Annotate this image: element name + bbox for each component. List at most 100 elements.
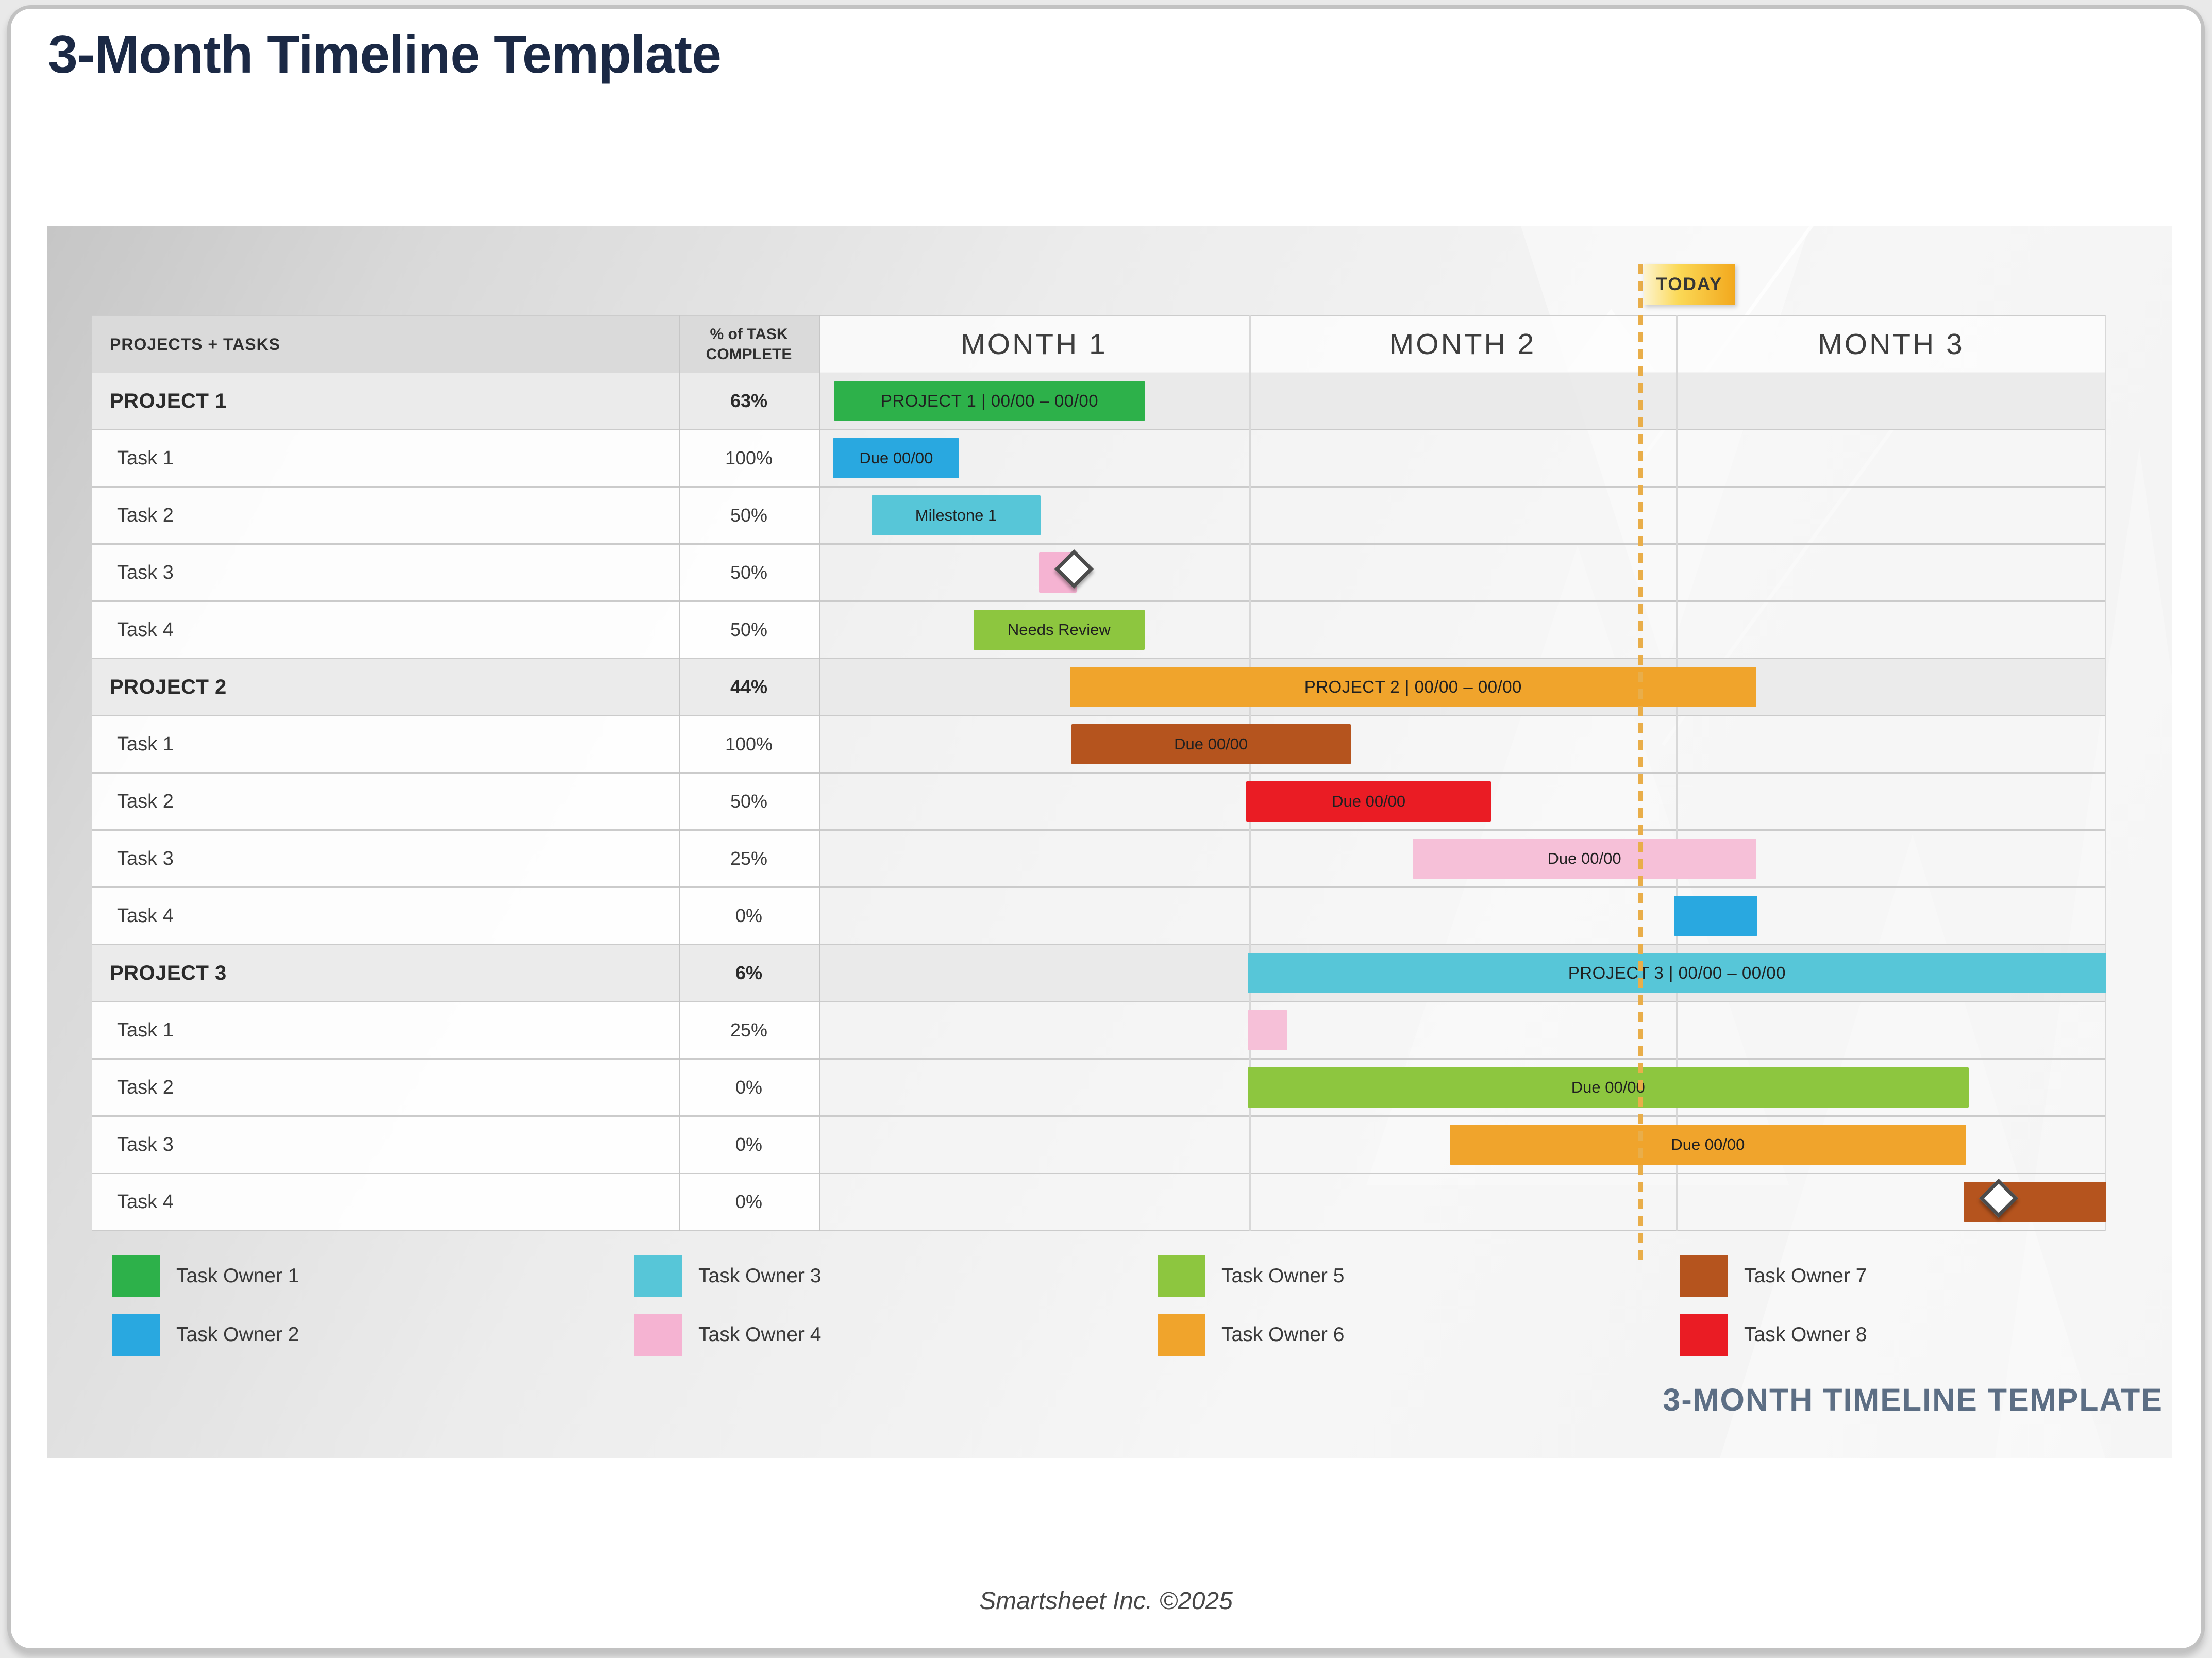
gantt-panel: PROJECTS + TASKS % of TASK COMPLETE MONT… xyxy=(47,226,2172,1458)
row-pct-complete: 50% xyxy=(679,774,819,829)
legend-label: Task Owner 4 xyxy=(698,1324,822,1346)
table-row: Task 2 50% Due 00/00 xyxy=(92,774,2106,831)
legend-label: Task Owner 5 xyxy=(1221,1265,1345,1287)
month1-month2-divider xyxy=(1249,315,1251,1231)
row-chart-area: Milestone 1 xyxy=(819,488,2106,543)
header-projects-tasks: PROJECTS + TASKS xyxy=(92,316,679,373)
table-row: Task 2 50% Milestone 1 xyxy=(92,488,2106,545)
bar-label: Due 00/00 xyxy=(1174,735,1248,753)
header-pct-complete: % of TASK COMPLETE xyxy=(679,316,819,373)
column-divider-tasks-pct xyxy=(679,315,680,1231)
bar-label: PROJECT 1 | 00/00 – 00/00 xyxy=(880,391,1099,410)
table-row: Task 2 0% Due 00/00 xyxy=(92,1060,2106,1117)
column-divider-pct-chart xyxy=(819,315,820,1231)
table-row: Task 1 25% xyxy=(92,1002,2106,1060)
gantt-bar: Due 00/00 xyxy=(1450,1125,1966,1165)
gantt-bar: Due 00/00 xyxy=(1246,781,1491,822)
bar-label: Due 00/00 xyxy=(859,449,933,467)
row-chart-area xyxy=(819,545,2106,600)
gantt-bar: Due 00/00 xyxy=(1071,724,1351,764)
gantt-bar: PROJECT 1 | 00/00 – 00/00 xyxy=(834,381,1145,421)
today-dashed-line xyxy=(1638,264,1643,1266)
gantt-bar: PROJECT 3 | 00/00 – 00/00 xyxy=(1247,953,2106,993)
row-task-name: Task 2 xyxy=(92,488,679,543)
row-pct-complete: 63% xyxy=(679,373,819,429)
bar-label: PROJECT 3 | 00/00 – 00/00 xyxy=(1568,963,1786,982)
row-chart-area xyxy=(819,1174,2106,1230)
legend-color-swatch xyxy=(1158,1255,1205,1297)
legend-color-swatch xyxy=(634,1314,682,1356)
row-pct-complete: 100% xyxy=(679,430,819,486)
gantt-bar: Due 00/00 xyxy=(833,438,960,478)
row-pct-complete: 0% xyxy=(679,1117,819,1173)
row-chart-area: Due 00/00 xyxy=(819,1117,2106,1173)
today-badge: TODAY xyxy=(1644,264,1735,305)
watermark-title: 3-MONTH TIMELINE TEMPLATE xyxy=(1663,1382,2163,1417)
legend-color-swatch xyxy=(1680,1255,1728,1297)
legend-label: Task Owner 7 xyxy=(1744,1265,1867,1287)
table-row: Task 1 100% Due 00/00 xyxy=(92,430,2106,488)
row-task-name: Task 1 xyxy=(92,1002,679,1058)
table-row: PROJECT 1 63% PROJECT 1 | 00/00 – 00/00 xyxy=(92,373,2106,430)
table-right-border xyxy=(2105,315,2106,1231)
month2-month3-divider xyxy=(1676,315,1678,1231)
template-card: 3-Month Timeline Template PROJECTS + TAS… xyxy=(7,5,2205,1652)
table-row: Task 4 50% Needs Review xyxy=(92,602,2106,659)
table-row: PROJECT 3 6% PROJECT 3 | 00/00 – 00/00 xyxy=(92,945,2106,1002)
page-title: 3-Month Timeline Template xyxy=(48,25,722,85)
legend-color-swatch xyxy=(1158,1314,1205,1356)
bar-label: Milestone 1 xyxy=(915,506,997,524)
row-task-name: PROJECT 1 xyxy=(92,373,679,429)
row-task-name: Task 4 xyxy=(92,1174,679,1230)
table-row: Task 4 0% xyxy=(92,888,2106,945)
row-pct-complete: 50% xyxy=(679,545,819,600)
gantt-bar: Due 00/00 xyxy=(1412,839,1756,879)
row-pct-complete: 50% xyxy=(679,488,819,543)
row-task-name: Task 2 xyxy=(92,1060,679,1115)
gantt-bar: Needs Review xyxy=(973,610,1145,650)
header-pct-line2: COMPLETE xyxy=(706,346,792,363)
row-task-name: Task 2 xyxy=(92,774,679,829)
table-row: Task 3 25% Due 00/00 xyxy=(92,831,2106,888)
gantt-bar: Due 00/00 xyxy=(1247,1067,1969,1108)
timeline-table: PROJECTS + TASKS % of TASK COMPLETE MONT… xyxy=(92,315,2106,1231)
legend-label: Task Owner 6 xyxy=(1221,1324,1345,1346)
row-chart-area: Due 00/00 xyxy=(819,716,2106,772)
row-pct-complete: 25% xyxy=(679,831,819,886)
gantt-bar xyxy=(1247,1010,1288,1050)
legend-label: Task Owner 3 xyxy=(698,1265,822,1287)
row-chart-area: Needs Review xyxy=(819,602,2106,658)
table-body: PROJECT 1 63% PROJECT 1 | 00/00 – 00/00 Tas… xyxy=(92,373,2106,1231)
row-task-name: Task 3 xyxy=(92,1117,679,1173)
row-chart-area: Due 00/00 xyxy=(819,430,2106,486)
bar-label: Due 00/00 xyxy=(1332,792,1406,810)
footer-copyright: Smartsheet Inc. ©2025 xyxy=(979,1587,1233,1615)
row-task-name: Task 4 xyxy=(92,888,679,944)
bar-label: Due 00/00 xyxy=(1571,1078,1645,1096)
row-task-name: Task 3 xyxy=(92,831,679,886)
table-row: Task 1 100% Due 00/00 xyxy=(92,716,2106,774)
bar-label: PROJECT 2 | 00/00 – 00/00 xyxy=(1304,677,1522,696)
row-pct-complete: 0% xyxy=(679,888,819,944)
row-chart-area: PROJECT 1 | 00/00 – 00/00 xyxy=(819,373,2106,429)
row-chart-area xyxy=(819,888,2106,944)
legend-color-swatch xyxy=(112,1255,160,1297)
row-chart-area: PROJECT 3 | 00/00 – 00/00 xyxy=(819,945,2106,1001)
table-row: Task 3 50% xyxy=(92,545,2106,602)
legend-label: Task Owner 1 xyxy=(176,1265,299,1287)
legend-label: Task Owner 2 xyxy=(176,1324,299,1346)
row-task-name: PROJECT 2 xyxy=(92,659,679,715)
bar-label: Due 00/00 xyxy=(1547,849,1621,867)
row-chart-area: Due 00/00 xyxy=(819,774,2106,829)
header-month-2: MONTH 2 xyxy=(1249,316,1676,373)
row-chart-area xyxy=(819,1002,2106,1058)
legend-color-swatch xyxy=(1680,1314,1728,1356)
row-chart-area: Due 00/00 xyxy=(819,831,2106,886)
row-chart-area: PROJECT 2 | 00/00 – 00/00 xyxy=(819,659,2106,715)
gantt-bar: Milestone 1 xyxy=(872,495,1041,535)
row-pct-complete: 6% xyxy=(679,945,819,1001)
header-month-1: MONTH 1 xyxy=(819,316,1249,373)
row-pct-complete: 100% xyxy=(679,716,819,772)
row-pct-complete: 44% xyxy=(679,659,819,715)
